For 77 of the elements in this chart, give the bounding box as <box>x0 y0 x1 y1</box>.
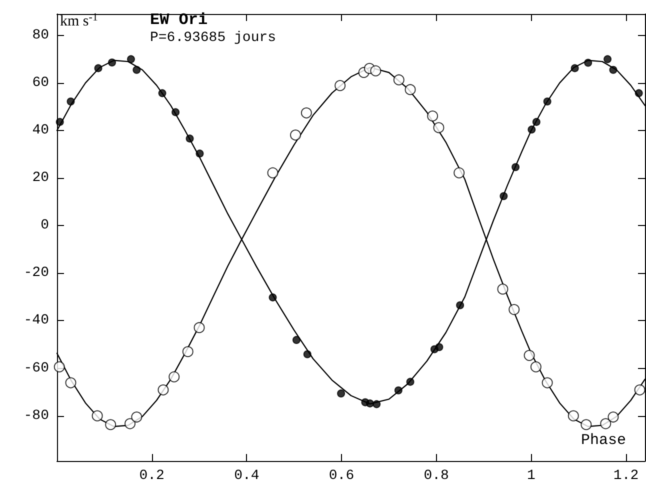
point <box>366 399 374 408</box>
point <box>108 58 116 66</box>
point <box>530 361 542 372</box>
point <box>497 284 508 295</box>
point <box>92 410 103 422</box>
point <box>66 98 75 106</box>
point <box>456 301 464 310</box>
point <box>404 84 416 96</box>
point <box>543 98 552 106</box>
point <box>580 419 592 430</box>
point <box>334 80 346 92</box>
point <box>372 400 381 408</box>
x-tick-label: 1 <box>526 468 536 484</box>
point <box>182 346 194 358</box>
point <box>131 412 142 423</box>
point <box>126 55 135 64</box>
point <box>132 66 141 74</box>
point <box>303 350 312 358</box>
point <box>65 377 76 388</box>
point <box>508 304 520 316</box>
point <box>524 350 535 361</box>
point <box>292 336 300 344</box>
point <box>609 66 618 74</box>
point <box>194 322 205 334</box>
point <box>608 412 619 423</box>
point <box>290 130 302 141</box>
y-tick-label: 60 <box>32 74 49 91</box>
point <box>500 192 508 200</box>
text: P=6.93685 jours <box>150 30 276 46</box>
point <box>568 410 579 422</box>
point <box>435 343 444 352</box>
point <box>94 64 102 72</box>
point <box>433 122 444 134</box>
point <box>427 110 438 122</box>
point <box>196 150 204 158</box>
x-tick-label: 1.2 <box>613 468 639 484</box>
y-tick-label: -40 <box>24 312 49 329</box>
point <box>268 293 277 302</box>
point <box>168 371 180 382</box>
point <box>570 64 579 72</box>
point <box>186 134 194 143</box>
point <box>158 384 169 396</box>
y-tick-label: 20 <box>32 170 49 186</box>
point <box>337 389 346 398</box>
point <box>528 126 536 134</box>
point <box>454 167 465 178</box>
y-tick-label: -20 <box>24 265 49 282</box>
y-tick-label: -80 <box>24 408 49 424</box>
x-tick-label: 0.8 <box>424 468 449 484</box>
x-tick-label: 0.2 <box>139 468 164 484</box>
point <box>532 118 540 126</box>
point <box>604 55 612 64</box>
point <box>406 378 414 386</box>
y-tick-label: 80 <box>32 27 49 44</box>
y-tick-label: 0 <box>40 218 49 234</box>
point <box>634 384 646 396</box>
point <box>634 89 643 98</box>
point <box>172 108 180 116</box>
y-tick-label: -60 <box>24 360 49 376</box>
x-tick-label: 0.4 <box>234 468 260 484</box>
point <box>512 163 520 172</box>
point <box>124 418 136 430</box>
point <box>267 167 278 178</box>
point <box>584 58 592 67</box>
point <box>370 65 382 76</box>
point <box>158 89 166 98</box>
point <box>54 361 65 372</box>
x-axis-title: Phase <box>580 432 626 449</box>
x-tick-label: 0.6 <box>328 468 354 484</box>
point <box>542 377 553 388</box>
point <box>300 107 312 118</box>
point <box>394 386 402 394</box>
point <box>56 118 64 126</box>
point <box>105 419 116 430</box>
point <box>600 418 612 430</box>
point <box>393 74 404 86</box>
y-tick-label: 40 <box>32 122 49 139</box>
